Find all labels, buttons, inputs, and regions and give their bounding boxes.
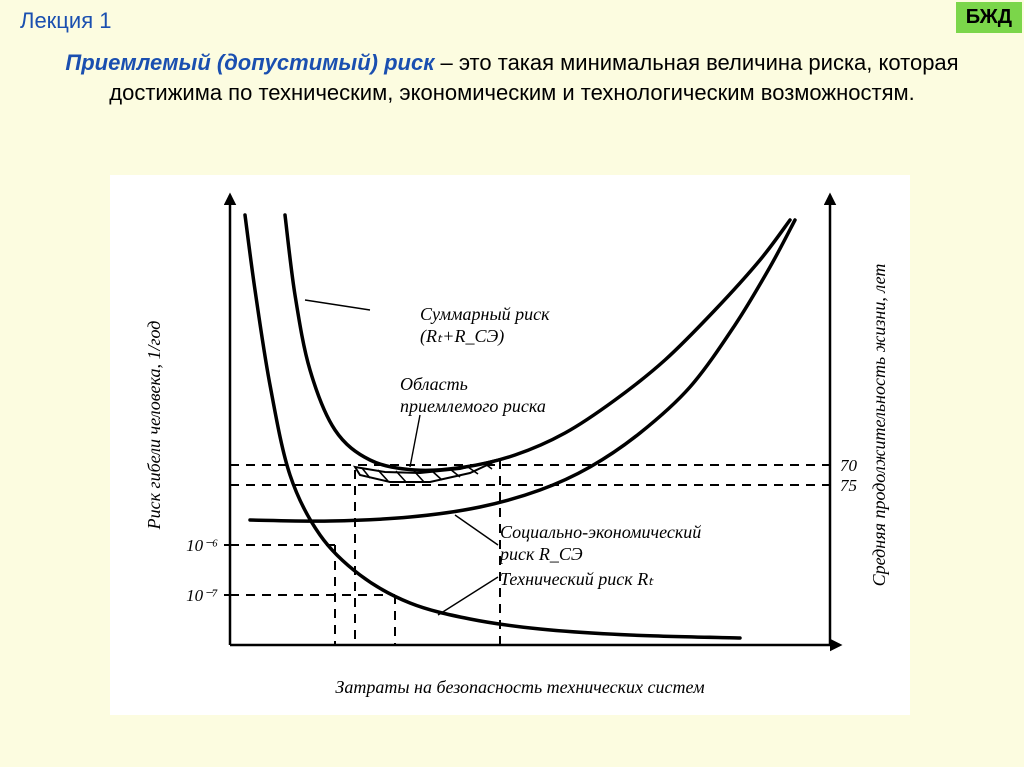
label-technical-pointer (438, 577, 498, 615)
label-sum: (Rₜ+R_CЭ) (420, 326, 504, 347)
label-social: риск R_CЭ (498, 544, 583, 564)
curve-sum (285, 215, 790, 470)
label-technical: Технический риск Rₜ (500, 569, 654, 589)
intro-term: Приемлемый (допустимый) риск (65, 50, 434, 75)
label-region-pointer (410, 415, 420, 467)
label-region: Область (400, 374, 468, 394)
label-social: Социально-экономический (500, 522, 701, 542)
label-region: приемлемого риска (400, 396, 546, 416)
y-right-tick: 75 (840, 476, 857, 495)
y-left-label: Риск гибели человека, 1/год (144, 321, 164, 531)
y-right-label: Средняя продолжительность жизни, лет (869, 264, 889, 587)
x-axis-label: Затраты на безопасность технических сист… (335, 677, 705, 697)
label-sum: Суммарный риск (420, 304, 550, 324)
intro-text: Приемлемый (допустимый) риск – это такая… (60, 48, 964, 107)
label-sum-pointer (305, 300, 370, 310)
y-right-tick: 70 (840, 456, 858, 475)
curve-technical (245, 215, 740, 638)
risk-chart: 10⁻⁶ 10⁻⁷ 7075 Суммарный риск(Rₜ+R_CЭ) Облас… (110, 175, 910, 715)
slide: Лекция 1 БЖД Приемлемый (допустимый) рис… (0, 0, 1024, 767)
y-left-tick: 10⁻⁶ (186, 536, 218, 555)
subject-badge: БЖД (956, 2, 1022, 33)
curve-social (250, 220, 795, 521)
chart-svg: 10⁻⁶ 10⁻⁷ 7075 Суммарный риск(Rₜ+R_CЭ) Облас… (110, 175, 910, 715)
lecture-label: Лекция 1 (20, 8, 111, 34)
y-left-tick: 10⁻⁷ (186, 586, 218, 605)
